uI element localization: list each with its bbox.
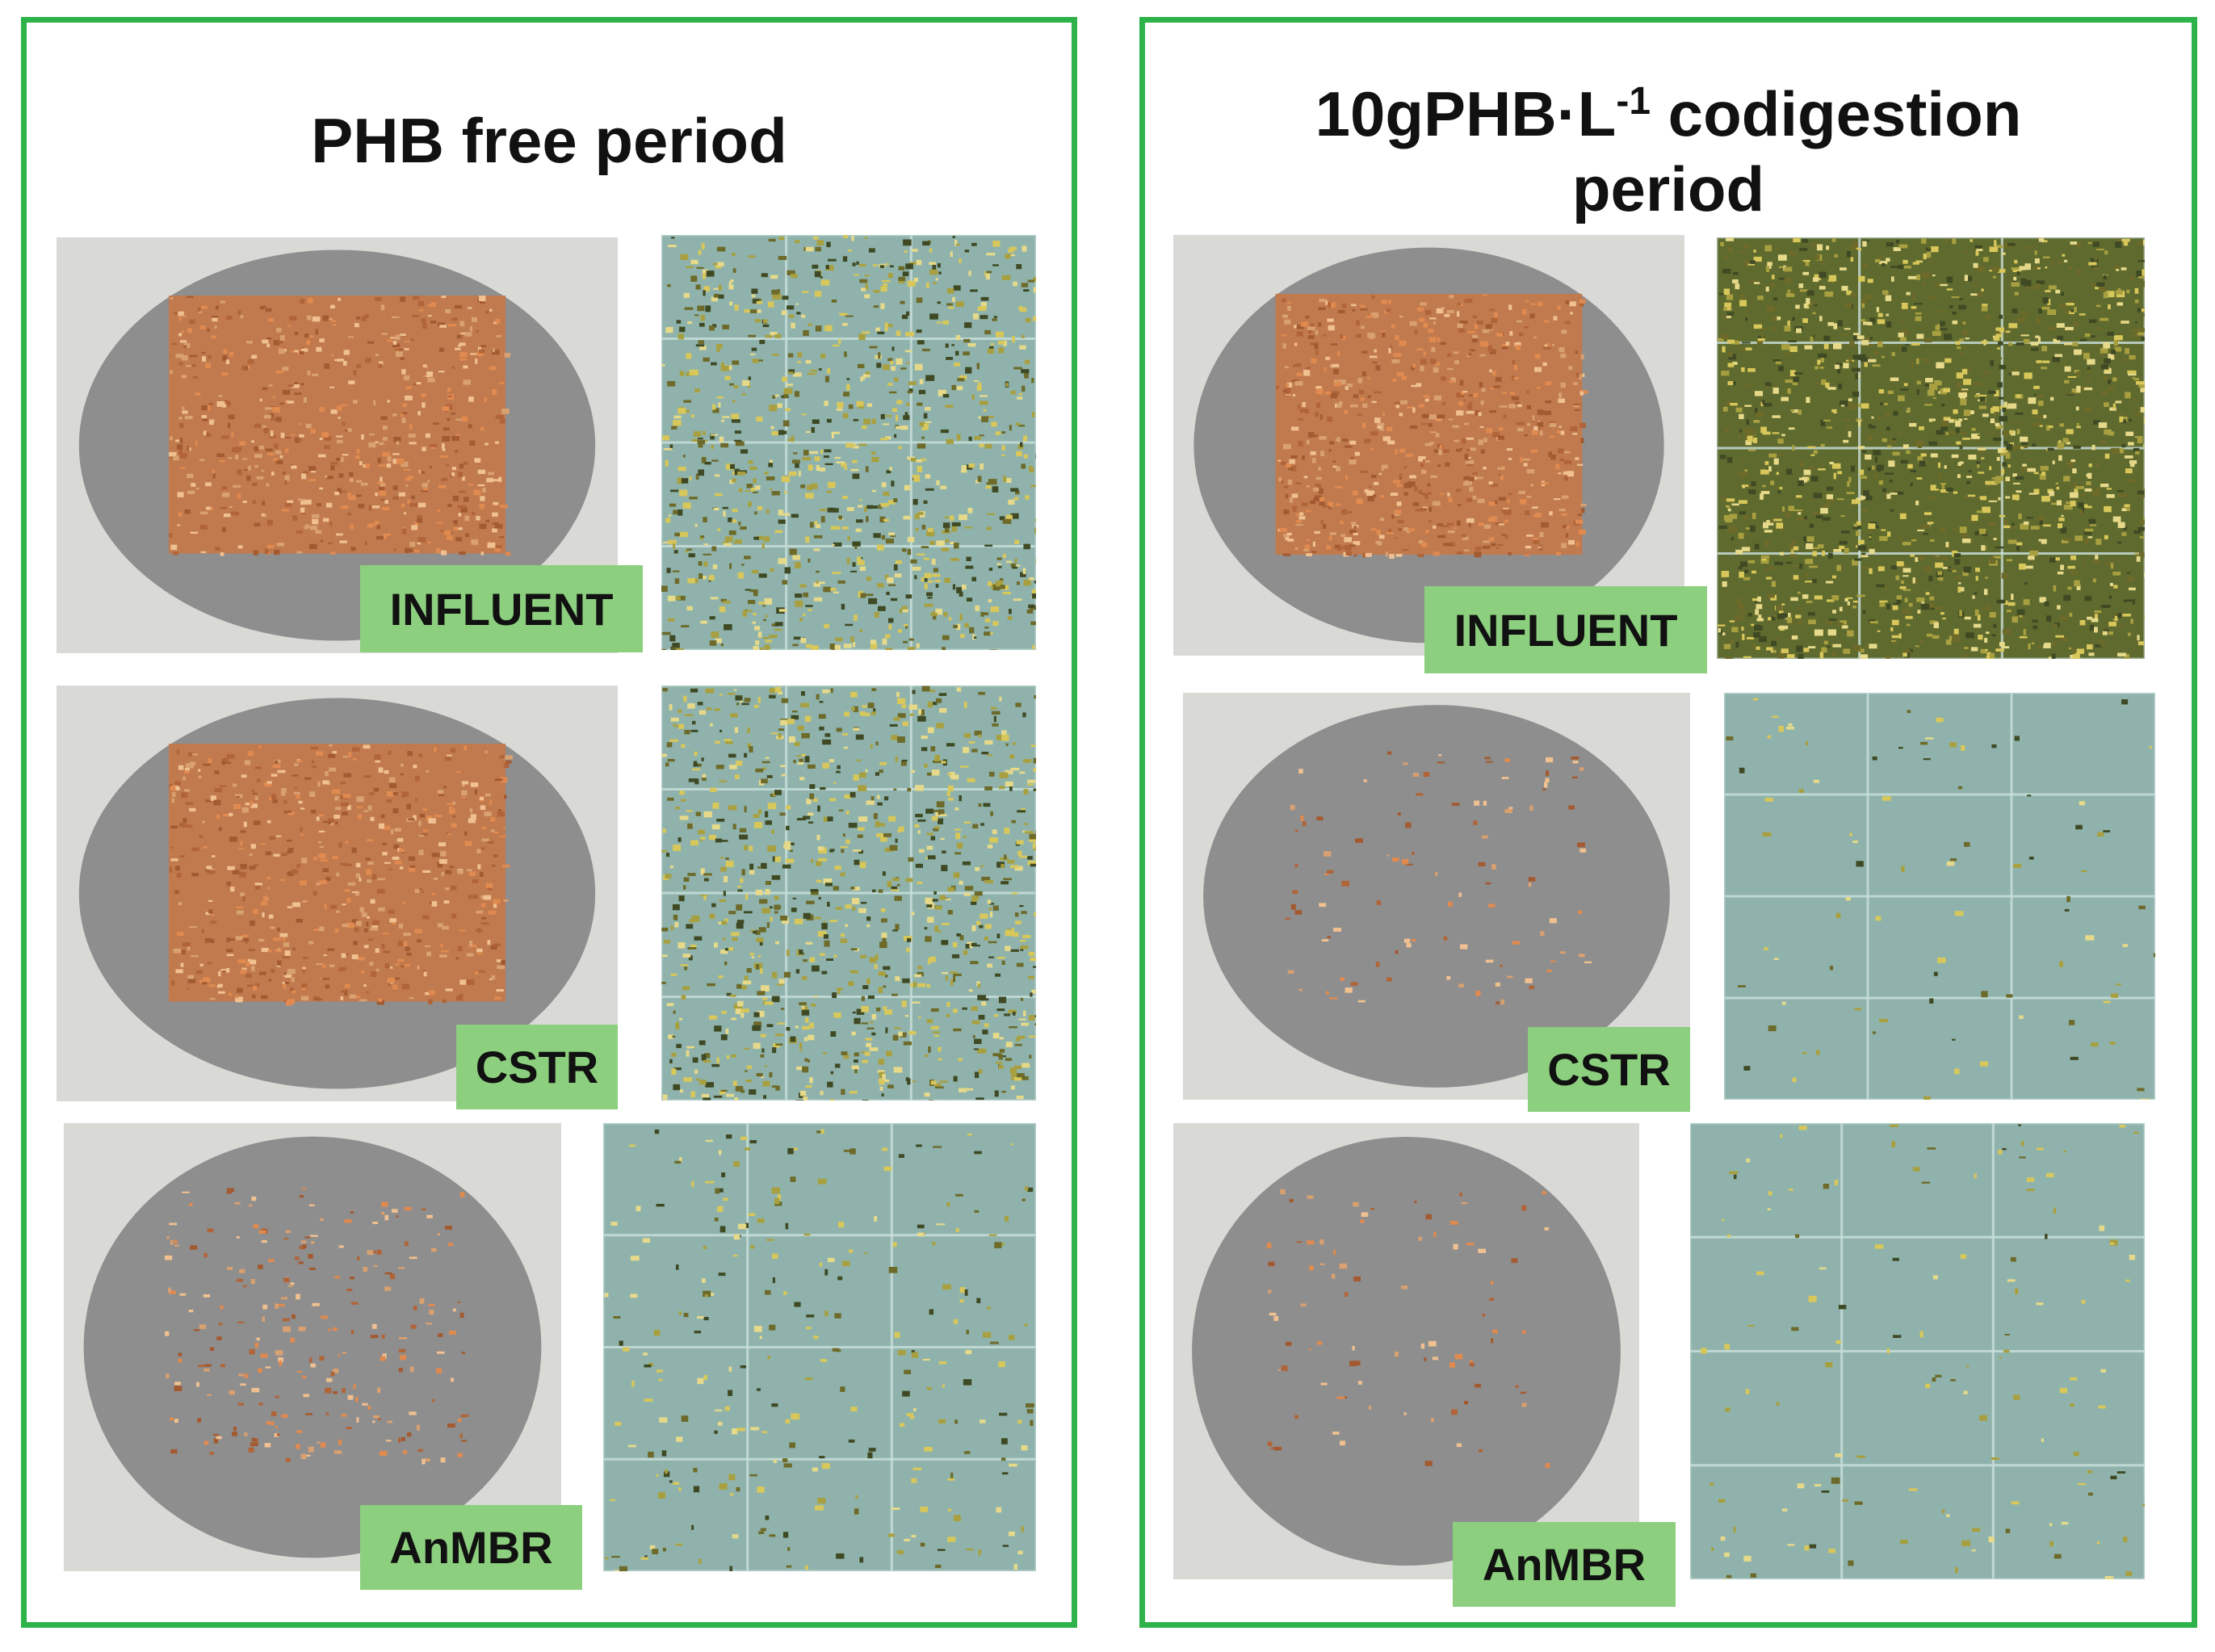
title-text: codigestion — [1651, 78, 2022, 149]
filter-photo — [57, 686, 618, 1101]
photo-image — [1717, 237, 2145, 659]
photo-image — [64, 1123, 561, 1571]
photo-image — [1690, 1123, 2145, 1579]
photo-image — [1173, 235, 1684, 656]
left-panel: PHB free period — [21, 17, 1077, 1628]
filter-photo — [1173, 1123, 1639, 1579]
photo-image — [603, 1123, 1036, 1571]
photo-image — [661, 235, 1036, 650]
photo-image — [57, 237, 618, 653]
microscope-photo — [661, 235, 1036, 650]
filter-photo — [57, 237, 618, 653]
filter-photo — [64, 1123, 561, 1571]
microscope-photo — [603, 1123, 1036, 1571]
photo-image — [1724, 693, 2155, 1100]
microscope-photo — [1724, 693, 2155, 1100]
microscope-photo — [1690, 1123, 2145, 1579]
sample-label: CSTR — [1528, 1027, 1690, 1112]
photo-image — [57, 686, 618, 1101]
right-panel: 10gPHB·L-1 codigestion period — [1139, 17, 2197, 1628]
filter-photo — [1183, 693, 1690, 1100]
sample-label: INFLUENT — [1424, 586, 1707, 673]
sample-label: AnMBR — [360, 1505, 582, 1590]
panel-title: PHB free period — [311, 105, 787, 176]
panel-title: 10gPHB·L-1 codigestion — [1145, 58, 2192, 157]
photo-image — [1173, 1123, 1639, 1579]
filter-photo — [1173, 235, 1684, 656]
sample-label: CSTR — [456, 1025, 618, 1109]
photo-image — [1183, 693, 1690, 1100]
title-superscript: -1 — [1616, 80, 1651, 123]
microscope-photo — [1717, 237, 2145, 659]
sample-label: AnMBR — [1453, 1522, 1676, 1607]
panel-title: period — [1571, 153, 1765, 224]
title-text: 10gPHB·L — [1315, 78, 1617, 149]
microscope-photo — [661, 686, 1036, 1101]
photo-image — [661, 686, 1036, 1101]
sample-label: INFLUENT — [360, 565, 643, 652]
